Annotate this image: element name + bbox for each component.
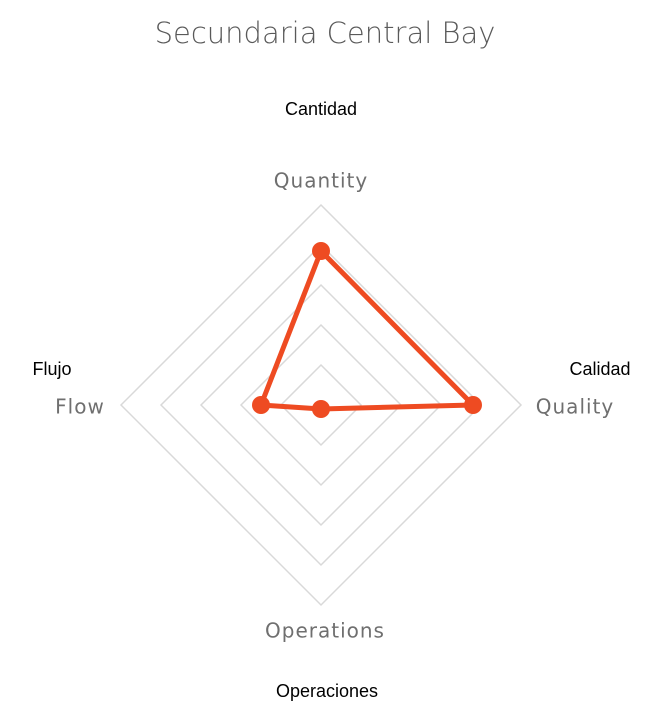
chart-title: Secundaria Central Bay [155, 16, 496, 50]
data-point [252, 396, 270, 414]
data-point [312, 400, 330, 418]
axis-label: Flow [55, 395, 105, 419]
grid-ring [239, 323, 403, 487]
grid-ring [159, 243, 483, 567]
grid-ring [119, 203, 523, 607]
grid-ring [199, 283, 443, 527]
axis-label: Operations [265, 619, 385, 643]
axis-label: Quantity [274, 169, 368, 193]
data-point [312, 242, 330, 260]
annotation: Cantidad [285, 99, 357, 119]
grid-ring [279, 363, 363, 447]
annotation: Operaciones [276, 681, 378, 701]
annotation: Calidad [569, 359, 630, 379]
data-point [464, 396, 482, 414]
axis-label: Quality [536, 395, 614, 419]
annotation: Flujo [32, 359, 71, 379]
